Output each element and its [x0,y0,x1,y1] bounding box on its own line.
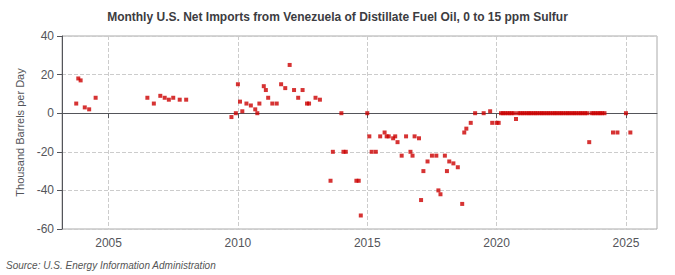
svg-text:Source: U.S. Energy Informatio: Source: U.S. Energy Information Administ… [6,260,216,271]
svg-text:0: 0 [47,106,54,120]
svg-text:2020: 2020 [483,236,510,250]
svg-text:2010: 2010 [225,236,252,250]
svg-text:2005: 2005 [95,236,122,250]
svg-text:40: 40 [41,29,55,43]
svg-text:-20: -20 [37,145,55,159]
svg-text:-40: -40 [37,183,55,197]
svg-text:2015: 2015 [354,236,381,250]
svg-text:2025: 2025 [613,236,640,250]
svg-text:Monthly U.S. Net Imports from: Monthly U.S. Net Imports from Venezuela … [107,10,568,24]
svg-text:Thousand Barrels per Day: Thousand Barrels per Day [14,68,26,197]
svg-text:-60: -60 [37,222,55,236]
svg-text:20: 20 [41,68,55,82]
